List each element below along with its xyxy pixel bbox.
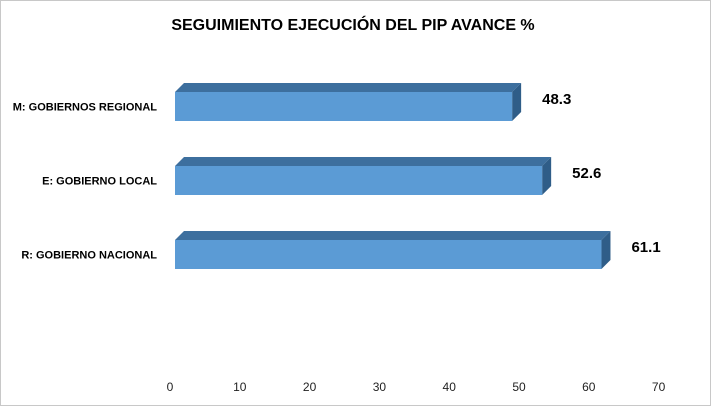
bar-2 — [175, 157, 552, 195]
x-tick-label: 10 — [233, 380, 247, 394]
x-tick-label: 40 — [443, 380, 457, 394]
x-tick-label: 60 — [582, 380, 596, 394]
data-labels: 48.3 52.6 61.1 — [542, 91, 661, 256]
bar-front-face — [175, 166, 543, 195]
bar-front-face — [175, 240, 602, 269]
bar-side-face — [512, 83, 522, 121]
x-axis-ticks: 0 10 20 30 40 50 60 70 — [167, 380, 666, 394]
data-label: 52.6 — [572, 165, 601, 182]
bar-top-face — [175, 157, 552, 166]
bar-top-face — [175, 83, 522, 92]
bars-layer — [175, 83, 611, 269]
category-label: R: GOBIERNO NACIONAL — [21, 250, 157, 262]
x-tick-label: 20 — [303, 380, 317, 394]
chart-title: SEGUIMIENTO EJECUCIÓN DEL PIP AVANCE % — [171, 15, 534, 34]
bar-3 — [175, 231, 611, 269]
bar-side-face — [542, 157, 552, 195]
category-label: E: GOBIERNO LOCAL — [42, 176, 157, 188]
x-tick-label: 30 — [373, 380, 387, 394]
category-labels: M: GOBIERNOS REGIONAL E: GOBIERNO LOCAL R:… — [13, 102, 158, 262]
bar-side-face — [601, 231, 611, 269]
data-label: 48.3 — [542, 91, 571, 108]
bar-front-face — [175, 92, 513, 121]
data-label: 61.1 — [631, 239, 660, 256]
bar-1 — [175, 83, 522, 121]
x-tick-label: 50 — [512, 380, 526, 394]
x-tick-label: 70 — [652, 380, 666, 394]
bar-top-face — [175, 231, 611, 240]
category-label: M: GOBIERNOS REGIONAL — [13, 102, 158, 114]
x-tick-label: 0 — [167, 380, 174, 394]
